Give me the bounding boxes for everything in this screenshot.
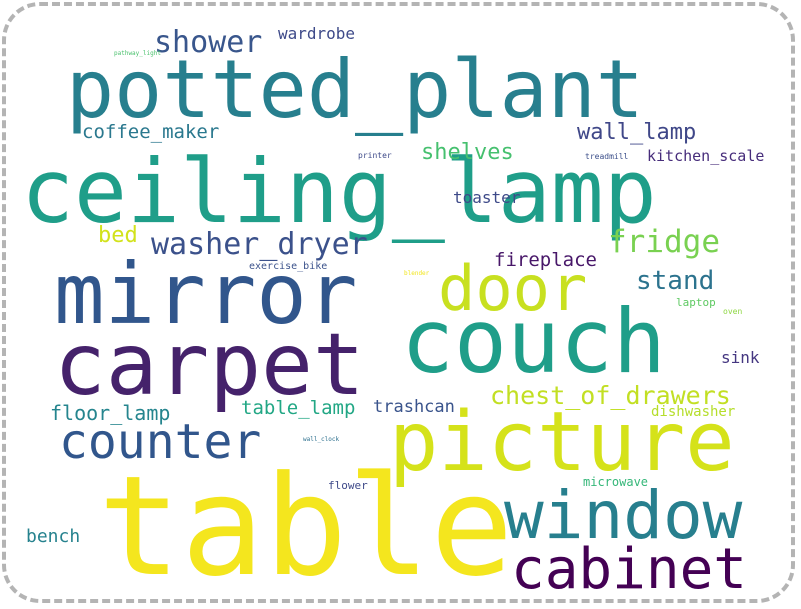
word-cabinet: cabinet: [511, 537, 748, 602]
word-door: door: [438, 252, 588, 325]
word-blender: blender: [404, 270, 430, 277]
word-fireplace: fireplace: [494, 249, 597, 271]
word-washer-dryer: washer_dryer: [151, 227, 368, 262]
word-carpet: carpet: [54, 315, 365, 415]
word-table: table: [98, 446, 514, 603]
word-microwave: microwave: [583, 475, 649, 489]
word-mirror: mirror: [54, 245, 358, 343]
word-toaster: toaster: [453, 188, 521, 207]
word-bed: bed: [98, 223, 138, 248]
word-table-lamp: table_lamp: [241, 397, 356, 419]
word-coffee-maker: coffee_maker: [82, 121, 220, 143]
word-laptop: laptop: [676, 296, 716, 309]
word-wardrobe: wardrobe: [278, 24, 356, 43]
word-wall-clock: wall_clock: [303, 436, 340, 443]
word-kitchen-scale: kitchen_scale: [647, 147, 765, 165]
word-bench: bench: [26, 526, 81, 547]
word-printer: printer: [358, 151, 392, 160]
word-dishwasher: dishwasher: [651, 404, 736, 420]
word-counter: counter: [59, 414, 262, 470]
word-trashcan: trashcan: [373, 397, 455, 417]
word-cloud-frame: potted_plant ceiling_lamp mirror carpet …: [2, 2, 795, 603]
word-treadmill: treadmill: [585, 152, 629, 161]
word-couch: couch: [401, 290, 666, 393]
word-ceiling-lamp: ceiling_lamp: [21, 140, 657, 243]
word-floor-lamp: floor_lamp: [50, 401, 171, 425]
word-sink: sink: [721, 348, 760, 367]
word-wall-lamp: wall_lamp: [577, 120, 697, 145]
word-oven: oven: [723, 307, 743, 316]
word-picture: picture: [389, 395, 735, 490]
word-pathway-light: pathway_light: [114, 50, 161, 57]
word-flower: flower: [328, 479, 368, 492]
word-fridge: fridge: [608, 224, 720, 260]
word-shelves: shelves: [421, 140, 514, 165]
word-chest-of-drawers: chest_of_drawers: [490, 381, 731, 410]
word-shower: shower: [154, 25, 263, 60]
word-window: window: [504, 477, 743, 554]
word-potted-plant: potted_plant: [66, 43, 644, 136]
word-stand: stand: [636, 266, 715, 296]
word-exercise-bike: exercise_bike: [249, 261, 328, 272]
